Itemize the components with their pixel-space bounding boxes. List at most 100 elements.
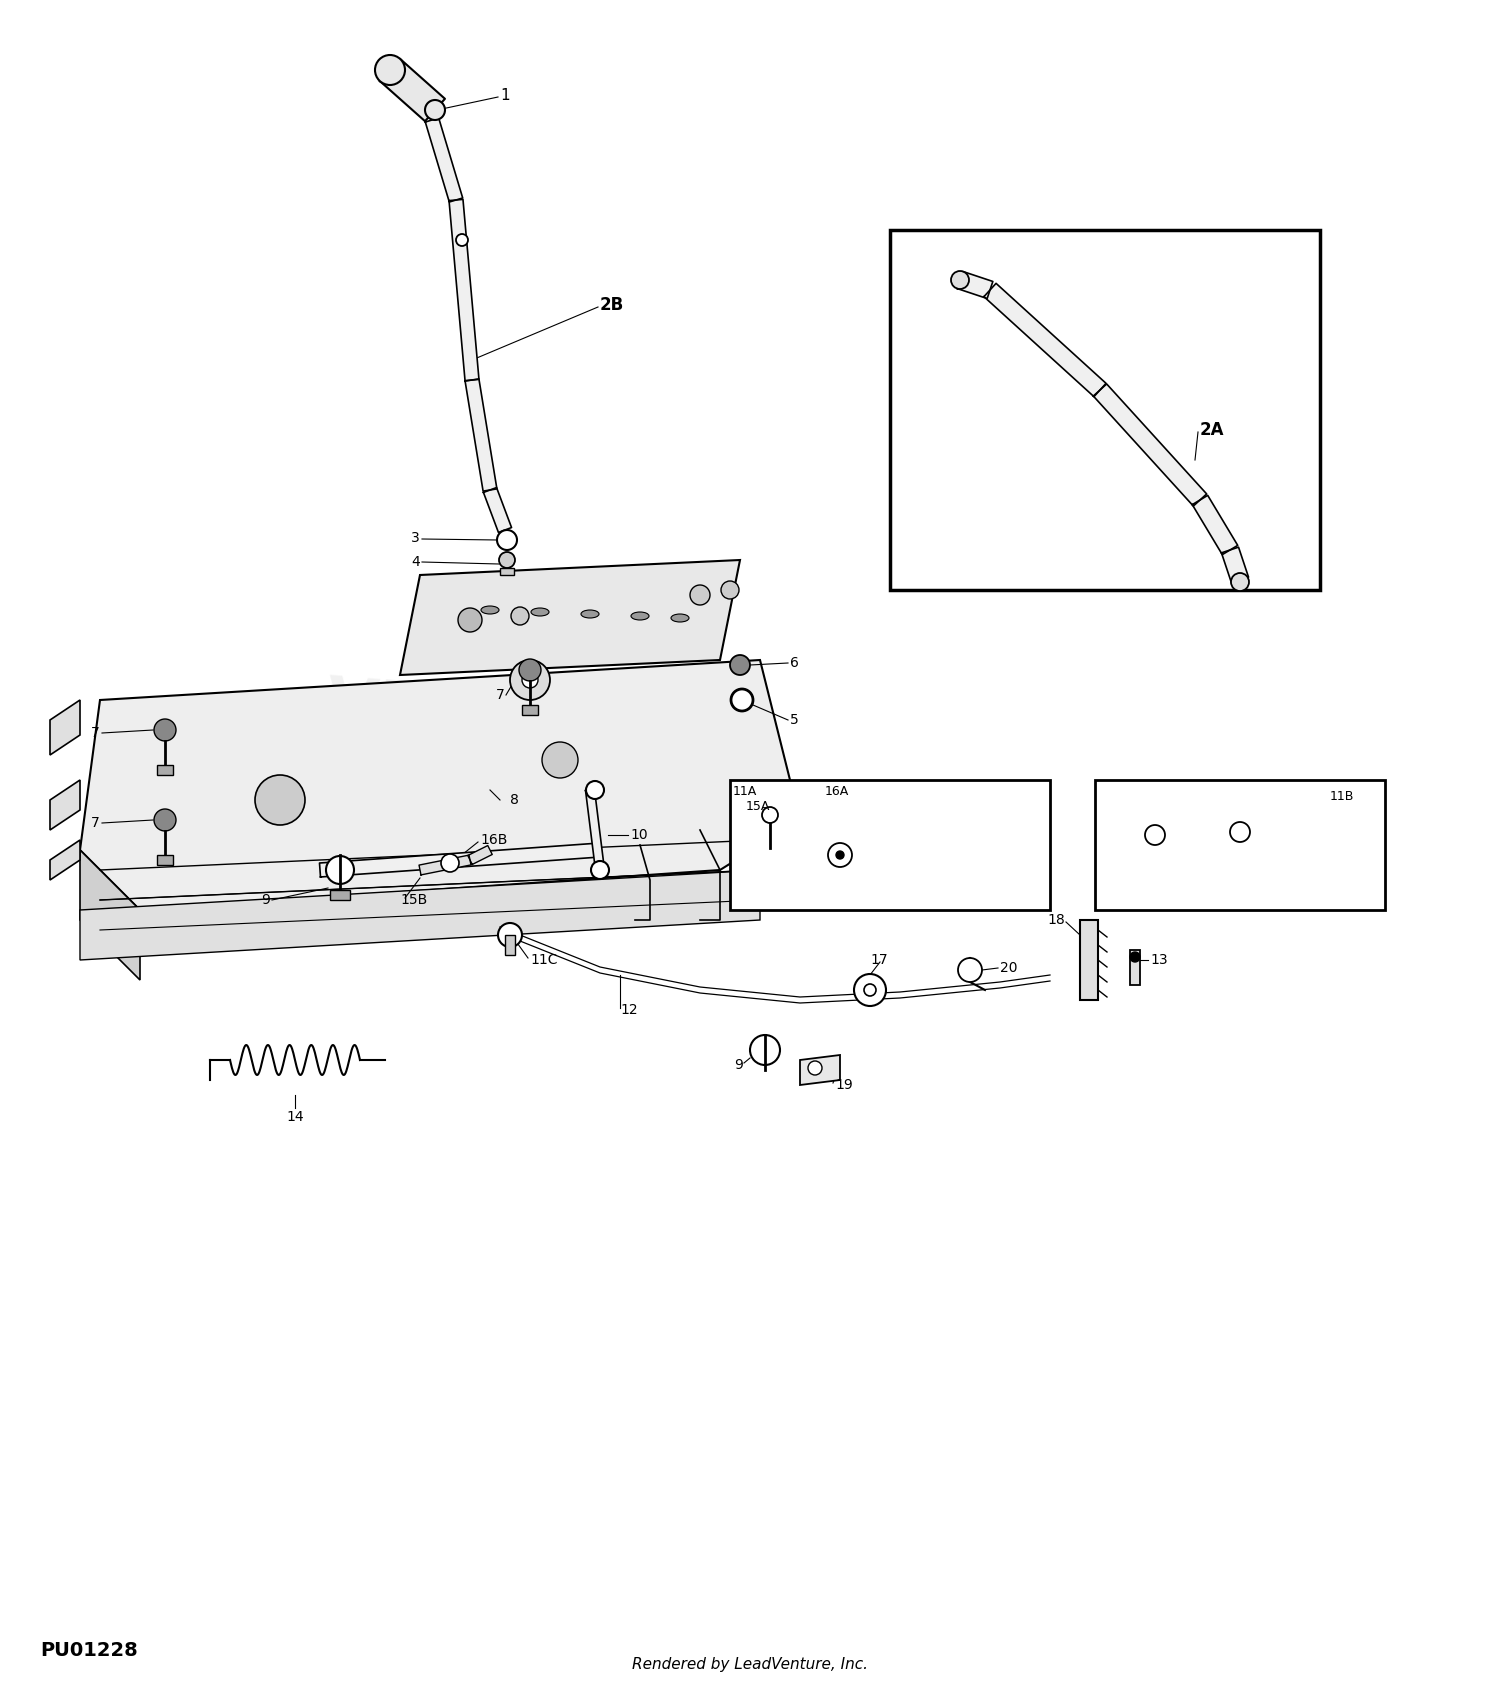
Circle shape — [730, 688, 753, 710]
Bar — [1095, 780, 1384, 910]
Circle shape — [375, 54, 405, 85]
Circle shape — [154, 809, 176, 831]
Polygon shape — [80, 870, 760, 959]
Bar — [1130, 949, 1140, 985]
Text: 9: 9 — [734, 1058, 742, 1071]
Circle shape — [498, 924, 522, 948]
Text: 1: 1 — [500, 88, 510, 102]
Text: 4: 4 — [411, 554, 420, 570]
Text: 11C: 11C — [530, 953, 558, 968]
Circle shape — [154, 719, 176, 741]
Ellipse shape — [580, 610, 598, 619]
Circle shape — [512, 607, 530, 625]
Circle shape — [730, 654, 750, 675]
Polygon shape — [50, 780, 80, 831]
Text: 7: 7 — [92, 725, 100, 741]
Circle shape — [1144, 825, 1166, 846]
Text: 17: 17 — [870, 953, 888, 968]
Polygon shape — [500, 568, 514, 575]
Polygon shape — [1221, 547, 1248, 583]
Circle shape — [853, 975, 886, 1007]
Polygon shape — [400, 559, 740, 675]
Text: 2B: 2B — [600, 297, 624, 314]
Polygon shape — [522, 705, 538, 715]
Text: 18: 18 — [1047, 914, 1065, 927]
Text: 5: 5 — [790, 714, 798, 727]
Ellipse shape — [632, 612, 650, 620]
Circle shape — [1130, 953, 1140, 963]
Polygon shape — [158, 854, 172, 864]
Circle shape — [808, 1061, 822, 1075]
Circle shape — [458, 609, 482, 632]
Polygon shape — [80, 849, 140, 980]
Text: 19: 19 — [836, 1078, 852, 1092]
Text: 8: 8 — [510, 793, 519, 807]
Text: 7: 7 — [496, 688, 506, 702]
Polygon shape — [465, 380, 496, 492]
Circle shape — [522, 671, 538, 688]
Circle shape — [828, 842, 852, 868]
Circle shape — [500, 553, 514, 568]
Polygon shape — [330, 890, 350, 900]
Text: Rendered by LeadVenture, Inc.: Rendered by LeadVenture, Inc. — [632, 1658, 868, 1673]
Circle shape — [510, 659, 550, 700]
Circle shape — [496, 531, 517, 549]
Circle shape — [951, 271, 969, 290]
Polygon shape — [1094, 385, 1206, 507]
Circle shape — [690, 585, 709, 605]
Polygon shape — [506, 936, 515, 954]
Circle shape — [750, 1036, 780, 1064]
Polygon shape — [50, 841, 80, 880]
Circle shape — [586, 781, 604, 798]
Polygon shape — [800, 1054, 840, 1085]
Text: 6: 6 — [790, 656, 800, 670]
Text: 14: 14 — [286, 1110, 304, 1124]
Polygon shape — [984, 283, 1106, 397]
Text: 7: 7 — [92, 815, 100, 831]
Circle shape — [441, 854, 459, 871]
Polygon shape — [448, 200, 478, 381]
Circle shape — [591, 861, 609, 880]
Circle shape — [456, 234, 468, 246]
Text: 10: 10 — [630, 827, 648, 842]
Polygon shape — [419, 854, 471, 875]
Bar — [1080, 920, 1098, 1000]
Polygon shape — [50, 700, 80, 754]
Text: 2A: 2A — [1200, 420, 1224, 439]
Text: 16A: 16A — [825, 785, 849, 798]
Circle shape — [958, 958, 982, 981]
Text: 13: 13 — [1150, 953, 1167, 968]
Circle shape — [836, 851, 844, 859]
Polygon shape — [468, 846, 492, 864]
Text: 11A: 11A — [734, 785, 758, 798]
Ellipse shape — [670, 614, 688, 622]
Circle shape — [424, 100, 445, 120]
Circle shape — [519, 659, 542, 681]
Ellipse shape — [531, 609, 549, 615]
Text: VENTURE: VENTURE — [322, 671, 676, 768]
Polygon shape — [320, 842, 600, 876]
Circle shape — [542, 742, 578, 778]
Text: 11B: 11B — [1330, 790, 1354, 803]
Polygon shape — [158, 764, 172, 775]
Bar — [890, 231, 1320, 590]
Circle shape — [864, 985, 876, 997]
Bar — [730, 780, 1050, 910]
Text: 15B: 15B — [400, 893, 427, 907]
Circle shape — [255, 775, 304, 825]
Circle shape — [326, 856, 354, 885]
Text: PU01228: PU01228 — [40, 1641, 138, 1659]
Circle shape — [1232, 573, 1250, 592]
Text: 16B: 16B — [480, 832, 507, 848]
Text: 12: 12 — [620, 1003, 638, 1017]
Circle shape — [722, 581, 740, 598]
Circle shape — [762, 807, 778, 824]
Polygon shape — [1192, 495, 1237, 554]
Polygon shape — [585, 790, 604, 871]
Text: 3: 3 — [411, 531, 420, 546]
Polygon shape — [426, 119, 462, 202]
Text: 20: 20 — [1000, 961, 1017, 975]
Polygon shape — [483, 488, 512, 532]
Polygon shape — [80, 659, 800, 910]
Circle shape — [1230, 822, 1250, 842]
